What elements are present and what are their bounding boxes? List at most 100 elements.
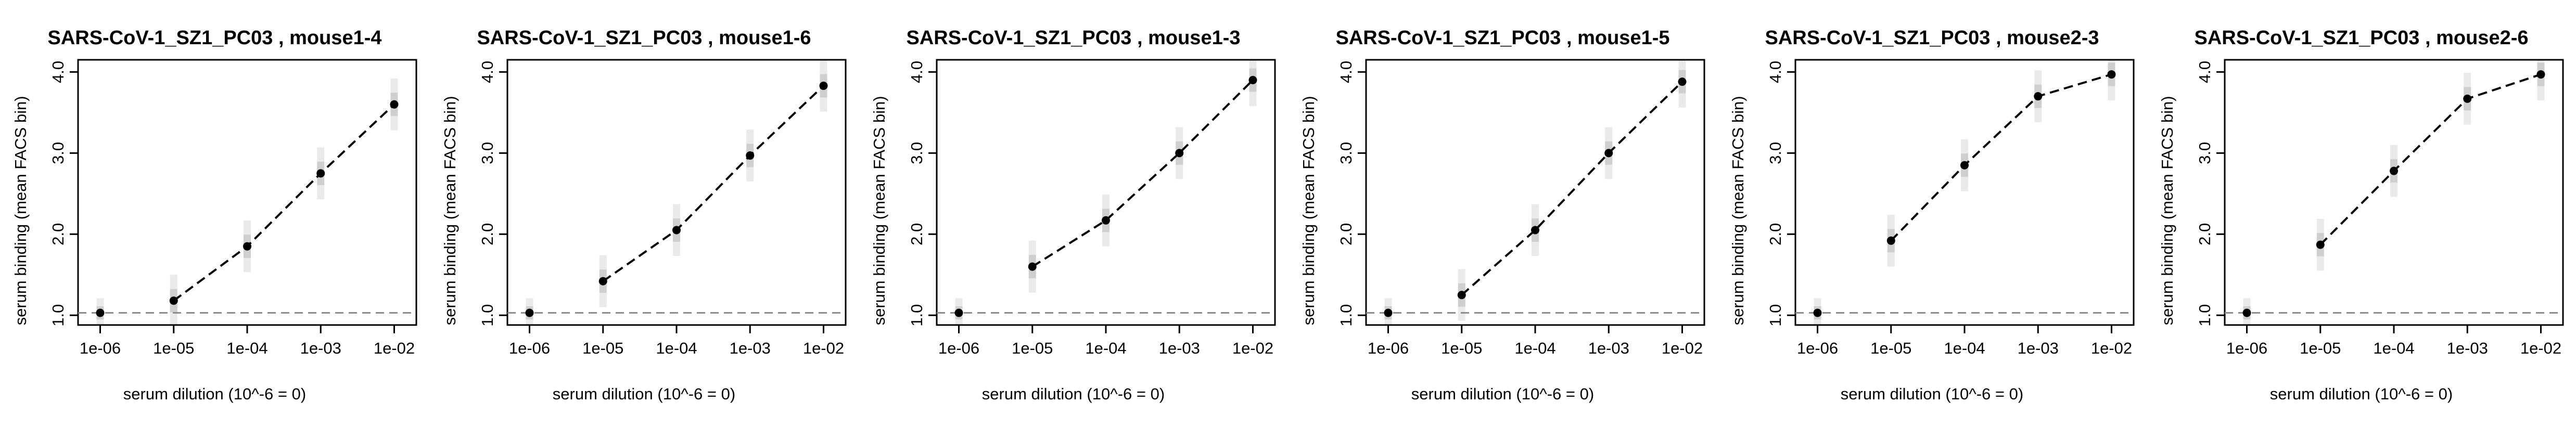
series-line bbox=[1461, 81, 1683, 296]
x-tick-label: 1e-03 bbox=[1159, 339, 1200, 357]
series-line bbox=[1031, 79, 1254, 268]
data-point bbox=[243, 242, 251, 251]
y-tick-label: 2.0 bbox=[1337, 223, 1355, 245]
data-point bbox=[1604, 149, 1613, 158]
y-tick-label: 4.0 bbox=[908, 61, 926, 83]
chart-title: SARS-CoV-1_SZ1_PC03 , mouse1-3 bbox=[906, 27, 1241, 49]
data-point bbox=[954, 308, 963, 317]
x-tick-label: 1e-06 bbox=[1368, 339, 1409, 357]
y-tick-label: 1.0 bbox=[908, 304, 926, 327]
data-point bbox=[598, 277, 607, 285]
x-tick-label: 1e-05 bbox=[2300, 339, 2341, 357]
data-point bbox=[2107, 70, 2116, 79]
x-tick-label: 1e-06 bbox=[938, 339, 979, 357]
y-tick-label: 4.0 bbox=[1766, 61, 1784, 83]
y-tick-label: 1.0 bbox=[2196, 304, 2214, 327]
y-tick-label: 3.0 bbox=[49, 142, 67, 164]
data-point bbox=[390, 100, 399, 109]
x-tick-label: 1e-05 bbox=[1441, 339, 1482, 357]
plot-frame bbox=[1794, 59, 2135, 326]
plot-area: 1e-06 1e-05 1e-04 1e-03 1e-02 1.0 2.0 3.0 4.0 bbox=[1337, 59, 1705, 357]
x-tick-label: 1e-03 bbox=[730, 339, 771, 357]
data-point bbox=[2463, 94, 2472, 103]
x-tick-label: 1e-04 bbox=[226, 339, 267, 357]
chart-title: SARS-CoV-1_SZ1_PC03 , mouse1-5 bbox=[1335, 27, 1670, 49]
y-tick-label: 1.0 bbox=[49, 304, 67, 327]
series-line bbox=[173, 103, 395, 302]
x-tick-label: 1e-05 bbox=[1870, 339, 1911, 357]
x-tick-label: 1e-02 bbox=[1662, 339, 1703, 357]
x-axis-label: serum dilution (10^-6 = 0) bbox=[1840, 385, 2024, 403]
x-tick-label: 1e-05 bbox=[153, 339, 194, 357]
data-point bbox=[1960, 161, 1969, 170]
y-tick-label: 1.0 bbox=[1337, 304, 1355, 327]
data-point bbox=[316, 169, 325, 178]
y-tick-label: 2.0 bbox=[478, 223, 496, 245]
plot-area: 1e-06 1e-05 1e-04 1e-03 1e-02 1.0 2.0 3.0 4.0 bbox=[478, 59, 847, 357]
data-point bbox=[1028, 262, 1037, 271]
y-tick-label: 2.0 bbox=[1766, 223, 1784, 245]
chart-title: SARS-CoV-1_SZ1_PC03 , mouse1-4 bbox=[47, 27, 382, 49]
x-tick-label: 1e-03 bbox=[2018, 339, 2059, 357]
chart-panel: SARS-CoV-1_SZ1_PC03 , mouse2-6 serum dilu… bbox=[2147, 0, 2576, 429]
data-point bbox=[169, 296, 178, 305]
y-tick-label: 3.0 bbox=[2196, 142, 2214, 164]
x-tick-label: 1e-02 bbox=[374, 339, 415, 357]
data-point bbox=[819, 81, 828, 90]
x-tick-label: 1e-04 bbox=[656, 339, 697, 357]
data-point bbox=[1175, 149, 1184, 158]
x-tick-label: 1e-03 bbox=[2447, 339, 2488, 357]
y-tick-label: 2.0 bbox=[908, 223, 926, 245]
y-tick-label: 1.0 bbox=[1766, 304, 1784, 327]
data-point bbox=[2390, 166, 2398, 175]
chart-panel: SARS-CoV-1_SZ1_PC03 , mouse1-6 serum dilu… bbox=[429, 0, 859, 429]
series-line bbox=[1890, 73, 2112, 242]
y-tick-label: 4.0 bbox=[49, 61, 67, 83]
x-tick-label: 1e-02 bbox=[803, 339, 844, 357]
data-point bbox=[1102, 216, 1110, 225]
data-point bbox=[1384, 308, 1393, 317]
x-tick-label: 1e-04 bbox=[2373, 339, 2414, 357]
chart-panel: SARS-CoV-1_SZ1_PC03 , mouse1-5 serum dilu… bbox=[1288, 0, 1717, 429]
y-tick-label: 1.0 bbox=[478, 304, 496, 327]
x-axis-label: serum dilution (10^-6 = 0) bbox=[123, 385, 307, 403]
y-tick-label: 2.0 bbox=[2196, 223, 2214, 245]
plot-area: 1e-06 1e-05 1e-04 1e-03 1e-02 1.0 2.0 3.0 4.0 bbox=[49, 59, 417, 357]
y-tick-label: 4.0 bbox=[1337, 61, 1355, 83]
x-tick-label: 1e-06 bbox=[1797, 339, 1838, 357]
x-tick-label: 1e-04 bbox=[1514, 339, 1555, 357]
y-tick-label: 3.0 bbox=[478, 142, 496, 164]
x-axis-label: serum dilution (10^-6 = 0) bbox=[1411, 385, 1595, 403]
y-tick-label: 2.0 bbox=[49, 223, 67, 245]
plot-frame bbox=[506, 59, 847, 326]
chart-title: SARS-CoV-1_SZ1_PC03 , mouse1-6 bbox=[477, 27, 811, 49]
chart-panel: SARS-CoV-1_SZ1_PC03 , mouse1-4 serum dilu… bbox=[0, 0, 429, 429]
data-point bbox=[1248, 75, 1257, 84]
data-point bbox=[746, 151, 755, 160]
data-point bbox=[2242, 308, 2251, 317]
x-axis-label: serum dilution (10^-6 = 0) bbox=[552, 385, 736, 403]
plot-area: 1e-06 1e-05 1e-04 1e-03 1e-02 1.0 2.0 3.0 4.0 bbox=[908, 59, 1276, 357]
plot-area: 1e-06 1e-05 1e-04 1e-03 1e-02 1.0 2.0 3.0 4.0 bbox=[1766, 59, 2135, 357]
data-point bbox=[96, 308, 105, 317]
data-point bbox=[2316, 240, 2325, 249]
y-tick-label: 3.0 bbox=[908, 142, 926, 164]
x-axis-label: serum dilution (10^-6 = 0) bbox=[981, 385, 1165, 403]
series-line bbox=[602, 85, 824, 282]
chart-title: SARS-CoV-1_SZ1_PC03 , mouse2-3 bbox=[1765, 27, 2099, 49]
x-tick-label: 1e-03 bbox=[300, 339, 341, 357]
data-point bbox=[1886, 236, 1895, 245]
x-tick-label: 1e-04 bbox=[1944, 339, 1985, 357]
x-tick-label: 1e-02 bbox=[2520, 339, 2561, 357]
x-axis-label: serum dilution (10^-6 = 0) bbox=[2269, 385, 2453, 403]
x-tick-label: 1e-06 bbox=[509, 339, 550, 357]
data-point bbox=[525, 308, 534, 317]
plot-area: 1e-06 1e-05 1e-04 1e-03 1e-02 1.0 2.0 3.0 4.0 bbox=[2196, 59, 2564, 357]
series-line bbox=[2319, 73, 2542, 246]
y-tick-label: 4.0 bbox=[2196, 61, 2214, 83]
data-point bbox=[1678, 77, 1687, 86]
data-point bbox=[1531, 226, 1539, 235]
chart-panel: SARS-CoV-1_SZ1_PC03 , mouse2-3 serum dilu… bbox=[1717, 0, 2147, 429]
x-tick-label: 1e-06 bbox=[2226, 339, 2267, 357]
